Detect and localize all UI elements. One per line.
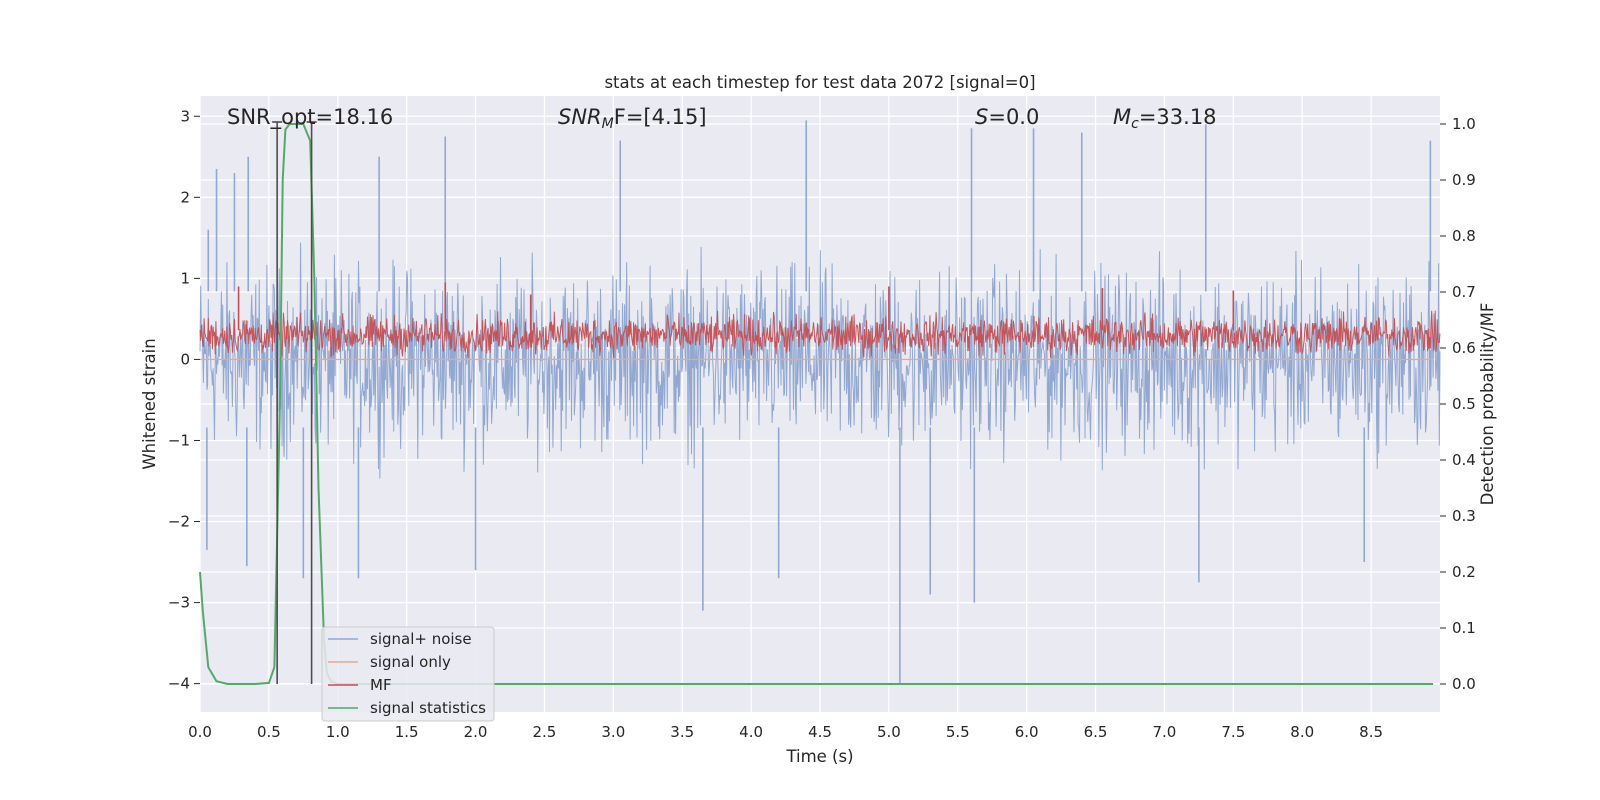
- chart-title: stats at each timestep for test data 207…: [604, 73, 1035, 92]
- x-tick-label: 7.0: [1153, 723, 1177, 741]
- x-tick-label: 2.0: [464, 723, 488, 741]
- legend-label-mf: MF: [370, 676, 392, 694]
- x-axis: 0.0 0.5 1.0 1.5 2.0 2.5 3.0 3.5 4.0 4.5 5.0 5.5 6.0 6…: [188, 723, 1383, 741]
- y2-tick-label: 0.4: [1452, 451, 1476, 469]
- annotation-snr-opt: SNR_opt=18.16: [227, 105, 393, 130]
- annotation-mc-subscript: c: [1131, 116, 1139, 132]
- y2-tick-label: 0.8: [1452, 227, 1476, 245]
- annotation-snr-mf-value: F=[4.15]: [614, 105, 707, 129]
- annotation-mc-value: =33.18: [1139, 105, 1217, 129]
- x-tick-label: 8.5: [1359, 723, 1383, 741]
- series-signal-noise-line: [199, 242, 1441, 479]
- annotation-s-value: =0.0: [988, 105, 1039, 129]
- y2-tick-label: 0.9: [1452, 171, 1476, 189]
- x-tick-label: 7.5: [1221, 723, 1245, 741]
- legend-label-signal-noise: signal+ noise: [370, 630, 472, 648]
- legend-label-signal-statistics: signal statistics: [370, 699, 486, 717]
- y-tick-label: 1: [180, 269, 190, 287]
- x-tick-label: 6.0: [1015, 723, 1039, 741]
- annotation-snr-mf: SNRMF=[4.15]: [558, 105, 707, 132]
- x-tick-label: 1.0: [326, 723, 350, 741]
- annotation-mc: Mc=33.18: [1113, 105, 1217, 132]
- legend-box: [321, 626, 495, 722]
- series-mf-line: [199, 310, 1441, 359]
- y-axis-label: Whitened strain: [140, 338, 159, 469]
- y-tick-label: −4: [168, 675, 190, 693]
- y2-tick-label: 0.6: [1452, 339, 1476, 357]
- legend-label-signal-only: signal only: [370, 653, 451, 671]
- annotation-s-symbol: S: [975, 105, 988, 129]
- y-tick-label: −2: [168, 513, 190, 531]
- y2-tick-label: 0.0: [1452, 675, 1476, 693]
- annotation-snr-mf-subscript: M: [602, 116, 614, 132]
- x-tick-label: 0.5: [257, 723, 281, 741]
- x-tick-label: 6.5: [1084, 723, 1108, 741]
- annotation-mc-symbol: M: [1113, 105, 1131, 129]
- legend: signal+ noise signal only MF signal stat…: [321, 626, 495, 722]
- y2-tick-label: 1.0: [1452, 115, 1476, 133]
- x-tick-label: 3.5: [670, 723, 694, 741]
- y2-tick-label: 0.1: [1452, 619, 1476, 637]
- y-tick-label: 3: [180, 107, 190, 125]
- y-axis-left: 3 2 1 0 −1 −2 −3 −4: [168, 107, 200, 693]
- x-tick-label: 1.5: [395, 723, 419, 741]
- y-tick-label: −1: [168, 431, 190, 449]
- y2-tick-label: 0.3: [1452, 507, 1476, 525]
- x-tick-label: 8.0: [1290, 723, 1314, 741]
- y-tick-label: 2: [180, 188, 190, 206]
- y2-tick-label: 0.2: [1452, 563, 1476, 581]
- y2-tick-label: 0.5: [1452, 395, 1476, 413]
- x-tick-label: 5.0: [877, 723, 901, 741]
- y-tick-label: 0: [180, 350, 190, 368]
- marker-layer: [272, 121, 317, 684]
- x-axis-label: Time (s): [785, 747, 853, 766]
- x-tick-label: 2.5: [533, 723, 557, 741]
- annotation-snr-mf-symbol: SNR: [558, 105, 602, 129]
- y-tick-label: −3: [168, 594, 190, 612]
- x-tick-label: 0.0: [188, 723, 212, 741]
- x-tick-label: 4.0: [739, 723, 763, 741]
- annotation-s: S=0.0: [975, 105, 1039, 129]
- y2-axis-label: Detection probability/MF: [1478, 303, 1497, 506]
- x-tick-label: 5.5: [946, 723, 970, 741]
- x-tick-label: 4.5: [808, 723, 832, 741]
- y-axis-right: 1.0 0.9 0.8 0.7 0.6 0.5 0.4 0.3 0.2 0.1 0.0: [1440, 115, 1476, 693]
- x-tick-label: 3.0: [601, 723, 625, 741]
- y2-tick-label: 0.7: [1452, 283, 1476, 301]
